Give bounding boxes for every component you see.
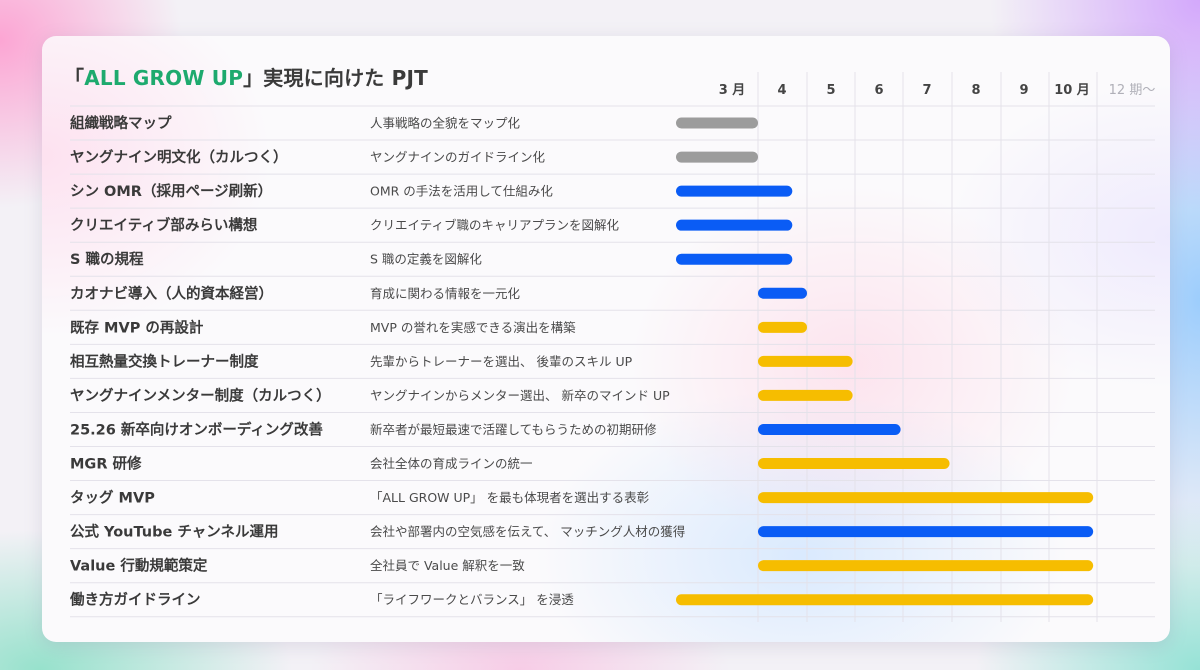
timeline-bar <box>758 287 807 299</box>
slide-title: 「ALL GROW UP」実現に向けた PJT <box>64 62 428 91</box>
column-header-label: 12 期〜 <box>1109 83 1156 98</box>
project-name-label: 働き方ガイドライン <box>69 591 201 609</box>
timeline-bar <box>758 560 1094 572</box>
column-header-label: 5 <box>826 83 835 98</box>
project-name-label: 相互熱量交換トレーナー制度 <box>70 352 259 370</box>
project-name-label: 25.26 新卒向けオンボーディング改善 <box>70 420 323 438</box>
project-description-label: ヤングナインからメンター選出、 新卒のマインド UP <box>370 388 670 403</box>
project-description-label: OMR の手法を活用して仕組み化 <box>370 184 553 199</box>
project-name-label: Value 行動規範策定 <box>70 557 208 575</box>
title-rest: 」実現に向けた PJT <box>243 66 428 90</box>
project-description-label: 会社全体の育成ラインの統一 <box>370 456 533 471</box>
column-header-label: 8 <box>971 83 980 98</box>
timeline-bar <box>676 151 758 163</box>
timeline-bar <box>758 458 950 470</box>
timeline-bar <box>758 321 807 333</box>
timeline-bar <box>676 185 793 197</box>
slide-card: 「ALL GROW UP」実現に向けた PJT 3 月 4 5 6 7 8 9 10 月 12 … <box>42 36 1170 642</box>
column-header-label: 4 <box>777 83 786 98</box>
project-name-label: 公式 YouTube チャンネル運用 <box>70 523 278 541</box>
project-description-label: 全社員で Value 解釈を一致 <box>370 558 525 573</box>
project-description-label: クリエイティブ職のキャリアプランを図解化 <box>370 218 620 233</box>
timeline-bar <box>758 526 1094 538</box>
project-name-label: S 職の規程 <box>70 250 144 268</box>
project-name-label: ヤングナインメンター制度（カルつく） <box>70 386 331 404</box>
column-header-label: 6 <box>874 83 883 98</box>
project-description-label: 「ライフワークとバランス」 を浸透 <box>370 592 574 607</box>
timeline-bar <box>676 219 793 231</box>
project-description-label: 先輩からトレーナーを選出、 後輩のスキル UP <box>370 354 633 369</box>
project-name-label: シン OMR（採用ページ刷新） <box>70 182 272 200</box>
timeline-bar <box>758 423 901 435</box>
column-header-label: 3 月 <box>719 83 746 98</box>
project-description-label: S 職の定義を図解化 <box>370 252 482 267</box>
timeline-bar <box>676 253 793 265</box>
title-accent: ALL GROW UP <box>84 66 244 90</box>
project-description-label: 「ALL GROW UP」 を最も体現者を選出する表彰 <box>370 490 650 505</box>
project-description-label: MVP の誉れを実感できる演出を構築 <box>370 320 576 335</box>
project-description-label: 育成に関わる情報を一元化 <box>370 286 521 301</box>
timeline-bar <box>758 492 1094 504</box>
project-name-label: カオナビ導入（人的資本経営） <box>70 284 273 302</box>
project-description-label: 人事戦略の全貌をマップ化 <box>370 116 521 131</box>
project-description-label: 新卒者が最短最速で活躍してもらうための初期研修 <box>370 422 657 437</box>
column-header-label: 10 月 <box>1054 83 1090 98</box>
project-name-label: 組織戦略マップ <box>70 114 172 132</box>
timeline-bar <box>676 117 758 129</box>
project-name-label: タッグ MVP <box>70 489 155 507</box>
project-description-label: ヤングナインのガイドライン化 <box>370 150 546 165</box>
column-header-label: 7 <box>922 83 931 98</box>
column-header-label: 9 <box>1019 83 1028 98</box>
gantt-chart: 3 月 4 5 6 7 8 9 10 月 12 期〜組織戦略マップ 人事戦略の全貌をマップ化ヤング… <box>69 72 1156 622</box>
project-name-label: クリエイティブ部みらい構想 <box>70 216 258 234</box>
project-name-label: MGR 研修 <box>70 455 142 473</box>
timeline-bar <box>758 389 853 401</box>
timeline-bar <box>676 594 1094 606</box>
timeline-bar <box>758 355 853 367</box>
project-name-label: 既存 MVP の再設計 <box>70 318 204 336</box>
project-name-label: ヤングナイン明文化（カルつく） <box>70 148 288 166</box>
project-description-label: 会社や部署内の空気感を伝えて、 マッチング人材の獲得 <box>370 524 685 539</box>
title-bracket-open: 「 <box>64 66 85 90</box>
